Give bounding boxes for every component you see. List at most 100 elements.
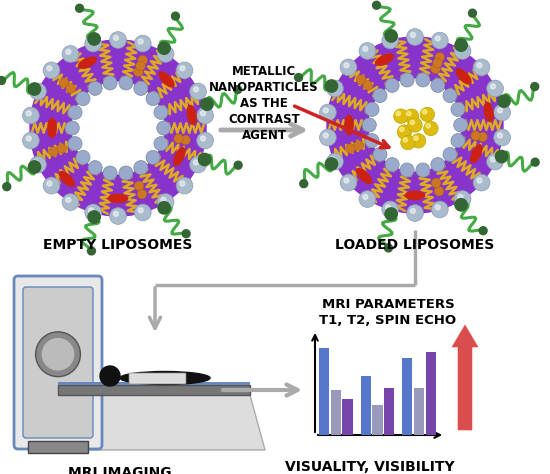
Circle shape [190,83,206,100]
Circle shape [416,73,430,87]
Circle shape [23,107,39,124]
Circle shape [327,80,343,97]
Ellipse shape [187,105,196,125]
Circle shape [109,32,126,48]
Circle shape [138,39,143,44]
Circle shape [295,73,302,82]
Circle shape [373,147,387,162]
Circle shape [414,136,418,140]
Circle shape [434,186,444,196]
Circle shape [477,63,482,68]
Circle shape [359,43,376,59]
Bar [402,357,412,435]
Circle shape [386,36,390,41]
Circle shape [43,177,60,194]
Circle shape [327,37,503,213]
Circle shape [385,78,399,92]
Circle shape [65,121,79,135]
Circle shape [404,109,419,123]
Circle shape [323,108,328,113]
Polygon shape [452,325,478,430]
Circle shape [408,118,422,132]
Circle shape [406,205,424,221]
Circle shape [113,36,118,40]
Circle shape [23,132,39,149]
Ellipse shape [405,191,425,200]
Circle shape [431,178,441,188]
Bar [361,376,371,435]
Circle shape [34,87,38,92]
Circle shape [403,138,408,142]
Circle shape [382,32,399,49]
Circle shape [134,82,148,95]
Polygon shape [53,395,265,450]
Circle shape [340,59,357,76]
Circle shape [103,76,117,90]
Circle shape [478,132,487,142]
Ellipse shape [345,115,353,135]
Circle shape [158,201,170,214]
Circle shape [134,35,151,52]
Circle shape [181,135,190,145]
Circle shape [100,366,120,386]
Circle shape [359,191,376,208]
Circle shape [426,124,431,128]
Circle shape [356,75,366,84]
Circle shape [26,111,31,116]
Ellipse shape [79,57,96,68]
Circle shape [494,104,510,121]
Circle shape [443,89,457,103]
Circle shape [134,181,144,191]
Circle shape [176,177,193,194]
Circle shape [479,227,487,235]
Circle shape [471,131,481,140]
Circle shape [3,182,10,191]
Circle shape [327,153,343,170]
Circle shape [300,180,307,188]
Circle shape [325,158,338,170]
Circle shape [431,64,441,73]
Ellipse shape [174,148,185,165]
Circle shape [154,137,168,151]
Circle shape [498,95,510,107]
Circle shape [410,120,415,125]
Circle shape [88,33,100,45]
Circle shape [62,194,79,210]
Ellipse shape [120,372,210,384]
Circle shape [172,12,179,20]
Circle shape [75,4,84,12]
Circle shape [161,49,166,55]
Circle shape [66,83,76,93]
Circle shape [157,121,171,135]
Ellipse shape [108,194,128,202]
Circle shape [344,178,349,183]
Circle shape [30,156,46,173]
Circle shape [109,208,126,224]
Circle shape [28,83,41,95]
Bar [58,385,250,395]
Circle shape [385,157,399,172]
Circle shape [28,161,41,173]
Circle shape [354,141,364,150]
Circle shape [57,144,67,153]
Circle shape [134,161,148,175]
Circle shape [410,32,415,37]
Circle shape [400,163,414,177]
Circle shape [146,150,160,164]
Circle shape [431,32,448,49]
Circle shape [435,52,444,62]
Circle shape [454,118,468,132]
Circle shape [88,161,102,175]
Text: VISUALITY, VISIBILITY: VISUALITY, VISIBILITY [285,460,455,474]
Circle shape [454,191,471,208]
Circle shape [385,30,397,42]
Circle shape [190,156,206,173]
Circle shape [194,87,199,92]
FancyBboxPatch shape [129,373,186,384]
Circle shape [234,161,242,169]
Bar [384,388,394,435]
Circle shape [396,111,400,116]
Circle shape [373,89,387,103]
Circle shape [157,46,174,62]
Circle shape [345,144,355,153]
